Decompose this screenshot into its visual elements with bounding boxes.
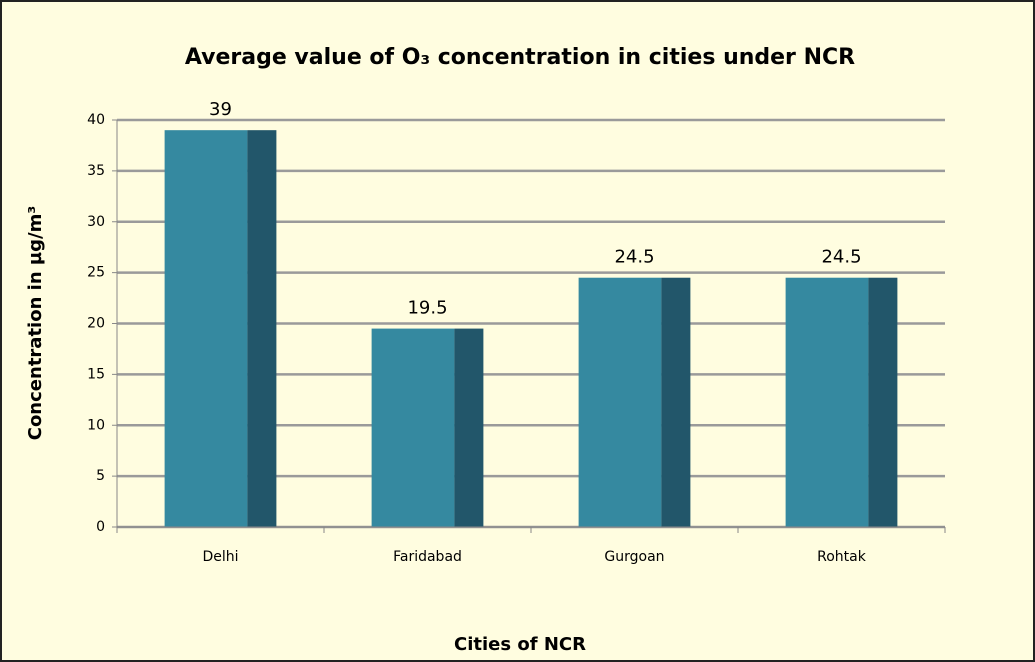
y-tick-label: 10 (87, 417, 105, 433)
data-label: 19.5 (407, 298, 447, 319)
data-label: 39 (209, 99, 232, 120)
bar (371, 328, 484, 527)
y-tick-label: 30 (87, 214, 105, 230)
bar-face (868, 277, 898, 527)
bar-face (247, 130, 277, 528)
bar-face (785, 277, 869, 527)
x-tick-label: Rohtak (817, 549, 867, 565)
bar-face (578, 277, 662, 527)
chart-title: Average value of O₃ concentration in cit… (185, 45, 855, 70)
x-tick-label: Faridabad (393, 549, 462, 565)
y-tick-label: 40 (87, 112, 105, 128)
bar (785, 277, 898, 527)
data-label: 24.5 (614, 247, 654, 268)
bar-face (371, 328, 455, 527)
bar (578, 277, 691, 527)
x-axis-title: Cities of NCR (454, 634, 586, 655)
data-label: 24.5 (821, 247, 861, 268)
bar (164, 130, 277, 528)
x-tick-label: Gurgoan (604, 549, 664, 565)
y-tick-label: 5 (96, 468, 105, 484)
bar-face (454, 328, 484, 527)
y-tick-label: 0 (96, 519, 105, 535)
y-tick-label: 20 (87, 316, 105, 332)
bar-face (164, 130, 248, 528)
x-tick-label: Delhi (202, 549, 238, 565)
y-tick-label: 35 (87, 163, 105, 179)
y-axis-title: Concentration in µg/m³ (25, 206, 46, 441)
bar-face (661, 277, 691, 527)
y-tick-label: 25 (87, 265, 105, 281)
y-tick-label: 15 (87, 366, 105, 382)
